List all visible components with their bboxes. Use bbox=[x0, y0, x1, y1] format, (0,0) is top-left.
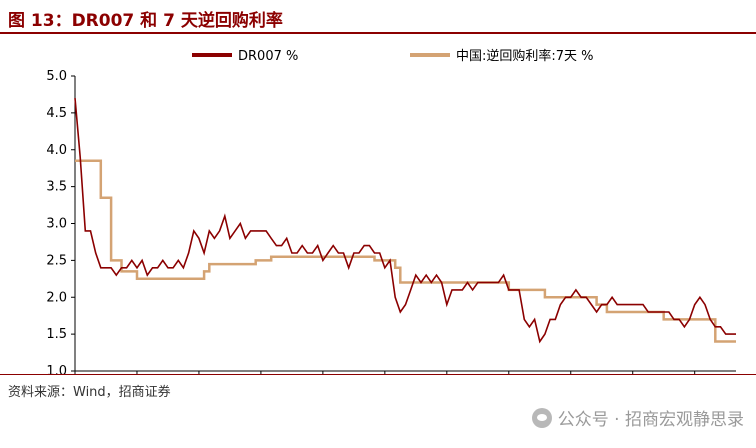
title-bar: 图 13：DR007 和 7 天逆回购利率 bbox=[0, 0, 756, 34]
source-note: 资料来源：Wind，招商证券 bbox=[8, 385, 171, 400]
axes: 1.01.52.02.53.03.54.04.55.02015/12016/12… bbox=[46, 69, 736, 374]
footer: 资料来源：Wind，招商证券 公众号 · 招商宏观静思录 bbox=[0, 374, 756, 448]
wechat-icon bbox=[531, 407, 552, 428]
legend: DR007 % 中国:逆回购利率:7天 % bbox=[192, 48, 594, 64]
y-tick-label: 1.5 bbox=[46, 327, 67, 342]
y-tick-label: 4.5 bbox=[46, 106, 67, 121]
watermark: 公众号 · 招商宏观静思录 bbox=[531, 405, 744, 430]
y-tick-label: 3.5 bbox=[46, 180, 67, 195]
chart-title: 图 13：DR007 和 7 天逆回购利率 bbox=[8, 11, 283, 31]
series-line-dr007 bbox=[74, 98, 736, 344]
watermark-text: 公众号 · 招商宏观静思录 bbox=[557, 410, 744, 430]
legend-label-dr007: DR007 % bbox=[238, 49, 298, 64]
y-tick-label: 1.0 bbox=[46, 364, 67, 374]
y-tick-label: 2.5 bbox=[46, 253, 67, 268]
legend-label-reverse-repo: 中国:逆回购利率:7天 % bbox=[456, 48, 594, 64]
chart-area: DR007 % 中国:逆回购利率:7天 % 1.0 1.5 2.0 2.5 3.0 3.5… bbox=[46, 48, 736, 374]
series-line-reverse-repo bbox=[75, 159, 736, 343]
y-tick-label: 2.0 bbox=[46, 290, 67, 305]
y-tick-label: 3.0 bbox=[46, 217, 67, 232]
y-tick-label: 5.0 bbox=[46, 69, 67, 84]
y-tick-label: 4.0 bbox=[46, 143, 67, 158]
